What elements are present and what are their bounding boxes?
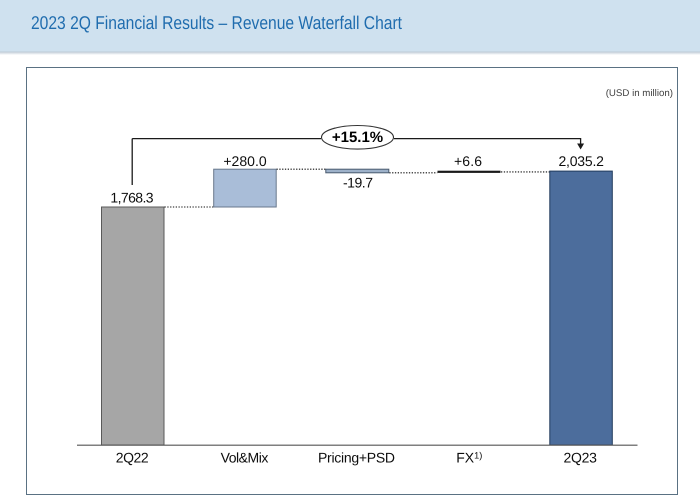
svg-text:Pricing+PSD: Pricing+PSD — [318, 449, 395, 465]
svg-text:-19.7: -19.7 — [343, 175, 373, 191]
svg-text:+15.1%: +15.1% — [332, 129, 383, 146]
svg-text:Vol&Mix: Vol&Mix — [221, 449, 269, 465]
svg-text:2023 2Q Financial Results – Re: 2023 2Q Financial Results – Revenue Wate… — [31, 12, 402, 33]
svg-text:+6.6: +6.6 — [454, 153, 482, 169]
svg-text:(USD in million): (USD in million) — [606, 88, 673, 99]
svg-text:2Q23: 2Q23 — [563, 449, 597, 465]
svg-text:+280.0: +280.0 — [223, 153, 267, 169]
svg-text:2,035.2: 2,035.2 — [558, 153, 604, 169]
svg-text:2Q22: 2Q22 — [116, 449, 149, 465]
svg-text:1,768.3: 1,768.3 — [110, 190, 153, 206]
